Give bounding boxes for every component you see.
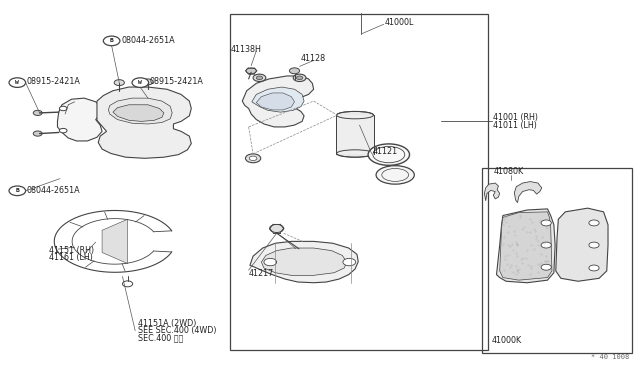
Polygon shape — [252, 87, 304, 112]
Text: 41151A (2WD): 41151A (2WD) — [138, 319, 196, 328]
Text: 41011 (LH): 41011 (LH) — [493, 121, 537, 129]
Circle shape — [289, 68, 300, 74]
Polygon shape — [243, 76, 314, 127]
Text: 41121: 41121 — [373, 147, 398, 156]
Circle shape — [33, 110, 42, 115]
Circle shape — [60, 106, 67, 111]
Polygon shape — [500, 212, 552, 280]
Ellipse shape — [337, 150, 374, 157]
Circle shape — [541, 220, 551, 226]
Polygon shape — [256, 93, 294, 110]
Circle shape — [541, 264, 551, 270]
Text: 41217: 41217 — [248, 269, 274, 278]
Circle shape — [589, 242, 599, 248]
Circle shape — [143, 79, 153, 85]
Polygon shape — [484, 183, 500, 201]
Polygon shape — [261, 248, 347, 275]
Polygon shape — [97, 87, 191, 158]
Circle shape — [249, 156, 257, 161]
Bar — [230, 14, 488, 350]
Polygon shape — [58, 98, 102, 141]
Circle shape — [589, 220, 599, 226]
Circle shape — [33, 131, 42, 136]
Text: B: B — [109, 38, 113, 44]
Polygon shape — [556, 208, 608, 281]
Ellipse shape — [376, 166, 414, 184]
Circle shape — [122, 281, 132, 287]
Text: 08915-2421A: 08915-2421A — [150, 77, 204, 86]
Circle shape — [253, 74, 266, 81]
Circle shape — [246, 68, 256, 74]
Polygon shape — [497, 209, 555, 283]
Text: * 40 1008: * 40 1008 — [591, 354, 629, 360]
Circle shape — [541, 242, 551, 248]
Circle shape — [293, 74, 306, 81]
Circle shape — [103, 36, 120, 46]
Text: B: B — [15, 188, 19, 193]
Text: 08915-2421A: 08915-2421A — [27, 77, 81, 86]
Polygon shape — [113, 105, 164, 121]
Text: 41000L: 41000L — [385, 18, 414, 27]
Bar — [483, 168, 632, 353]
Text: SEC.400 参照: SEC.400 参照 — [138, 334, 184, 343]
Circle shape — [114, 80, 124, 86]
Polygon shape — [102, 219, 127, 263]
Circle shape — [246, 154, 260, 163]
Circle shape — [9, 186, 26, 196]
Bar — [336, 115, 374, 154]
Text: W: W — [138, 80, 142, 85]
Text: 41000K: 41000K — [492, 336, 522, 345]
Circle shape — [132, 78, 148, 87]
Polygon shape — [250, 241, 358, 283]
Text: 41151 (RH): 41151 (RH) — [49, 246, 94, 255]
Circle shape — [296, 76, 303, 80]
Circle shape — [9, 78, 26, 87]
Text: 41128: 41128 — [301, 54, 326, 63]
Text: 08044-2651A: 08044-2651A — [121, 36, 175, 45]
Text: 41138H: 41138H — [231, 45, 262, 54]
Text: 41001 (RH): 41001 (RH) — [493, 113, 538, 122]
Circle shape — [256, 76, 262, 80]
Circle shape — [589, 265, 599, 271]
Text: SEE SEC.400 (4WD): SEE SEC.400 (4WD) — [138, 326, 217, 335]
Text: 08044-2651A: 08044-2651A — [27, 186, 81, 195]
Circle shape — [269, 224, 284, 232]
Ellipse shape — [368, 144, 410, 165]
Circle shape — [264, 259, 276, 266]
Ellipse shape — [337, 112, 374, 119]
Polygon shape — [108, 98, 172, 124]
Circle shape — [60, 128, 67, 133]
Polygon shape — [515, 182, 541, 203]
Circle shape — [343, 259, 356, 266]
Text: W: W — [15, 80, 19, 85]
Text: 41080K: 41080K — [493, 167, 524, 176]
Text: 41161 (LH): 41161 (LH) — [49, 253, 93, 263]
